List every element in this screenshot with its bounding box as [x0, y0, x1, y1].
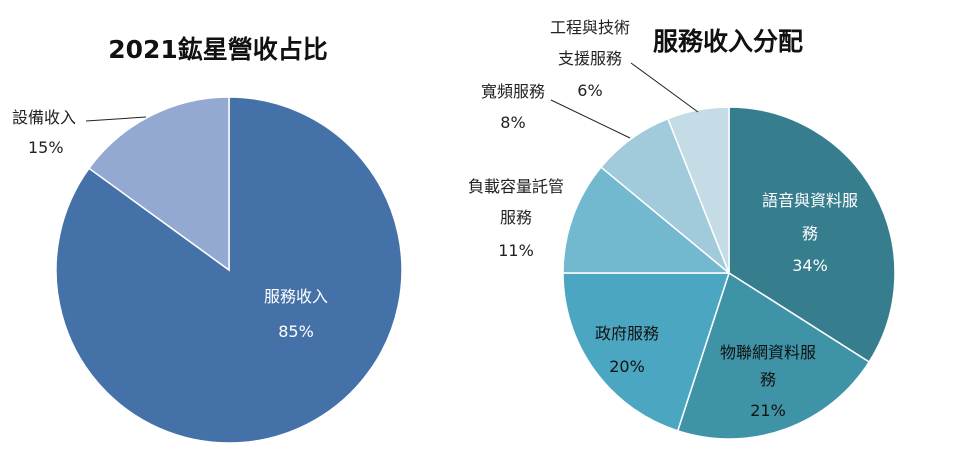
revenue-share-slice-1 [87, 96, 230, 272]
leader-line-broadband [550, 99, 631, 139]
service-distribution-slice-3 [562, 166, 732, 274]
slice-label-voice-data-line1: 語音與資料服 [762, 191, 858, 210]
slice-label-engineering-line1: 工程與技術 [550, 18, 630, 37]
service-distribution-slice-5 [666, 106, 730, 274]
slice-label-iot-line1: 物聯網資料服 [720, 343, 816, 362]
slice-label-service-revenue: 服務收入 [264, 287, 328, 306]
slice-value-service-revenue: 85% [278, 322, 314, 341]
pie-chart-revenue-share: 2021鈜星營收占比 服務收入 85% 設備收入 15% [12, 35, 403, 444]
slice-value-hosting: 11% [498, 241, 534, 260]
slice-label-government: 政府服務 [595, 324, 659, 343]
service-distribution-slice-2 [562, 272, 731, 432]
chart-title-service-distribution: 服務收入分配 [653, 27, 803, 56]
slice-value-engineering: 6% [577, 81, 602, 100]
slice-value-equipment-revenue: 15% [28, 138, 64, 157]
chart-title-revenue-share: 2021鈜星營收占比 [108, 35, 328, 64]
service-distribution-slice-1 [676, 271, 871, 440]
slice-label-broadband: 寬頻服務 [481, 82, 545, 101]
slice-label-iot-line2: 務 [760, 370, 776, 389]
leader-line-engineering [630, 62, 699, 113]
slice-label-hosting-line1: 負載容量託管 [468, 177, 564, 196]
slice-label-hosting-line2: 服務 [500, 208, 532, 227]
slice-value-iot: 21% [750, 401, 786, 420]
service-distribution-slice-0 [728, 106, 896, 363]
slice-value-government: 20% [609, 357, 645, 376]
slice-label-voice-data-line2: 務 [802, 224, 818, 243]
leader-line-equipment-revenue [85, 116, 147, 122]
slice-value-voice-data: 34% [792, 256, 828, 275]
pie-chart-service-distribution: 服務收入分配 語音與資料服 務 34% 物聯網資料服 務 21% 政府服務 20… [468, 18, 896, 440]
slice-label-engineering-line2: 支援服務 [558, 49, 622, 68]
slice-label-equipment-revenue: 設備收入 [12, 108, 76, 127]
slice-value-broadband: 8% [500, 113, 525, 132]
